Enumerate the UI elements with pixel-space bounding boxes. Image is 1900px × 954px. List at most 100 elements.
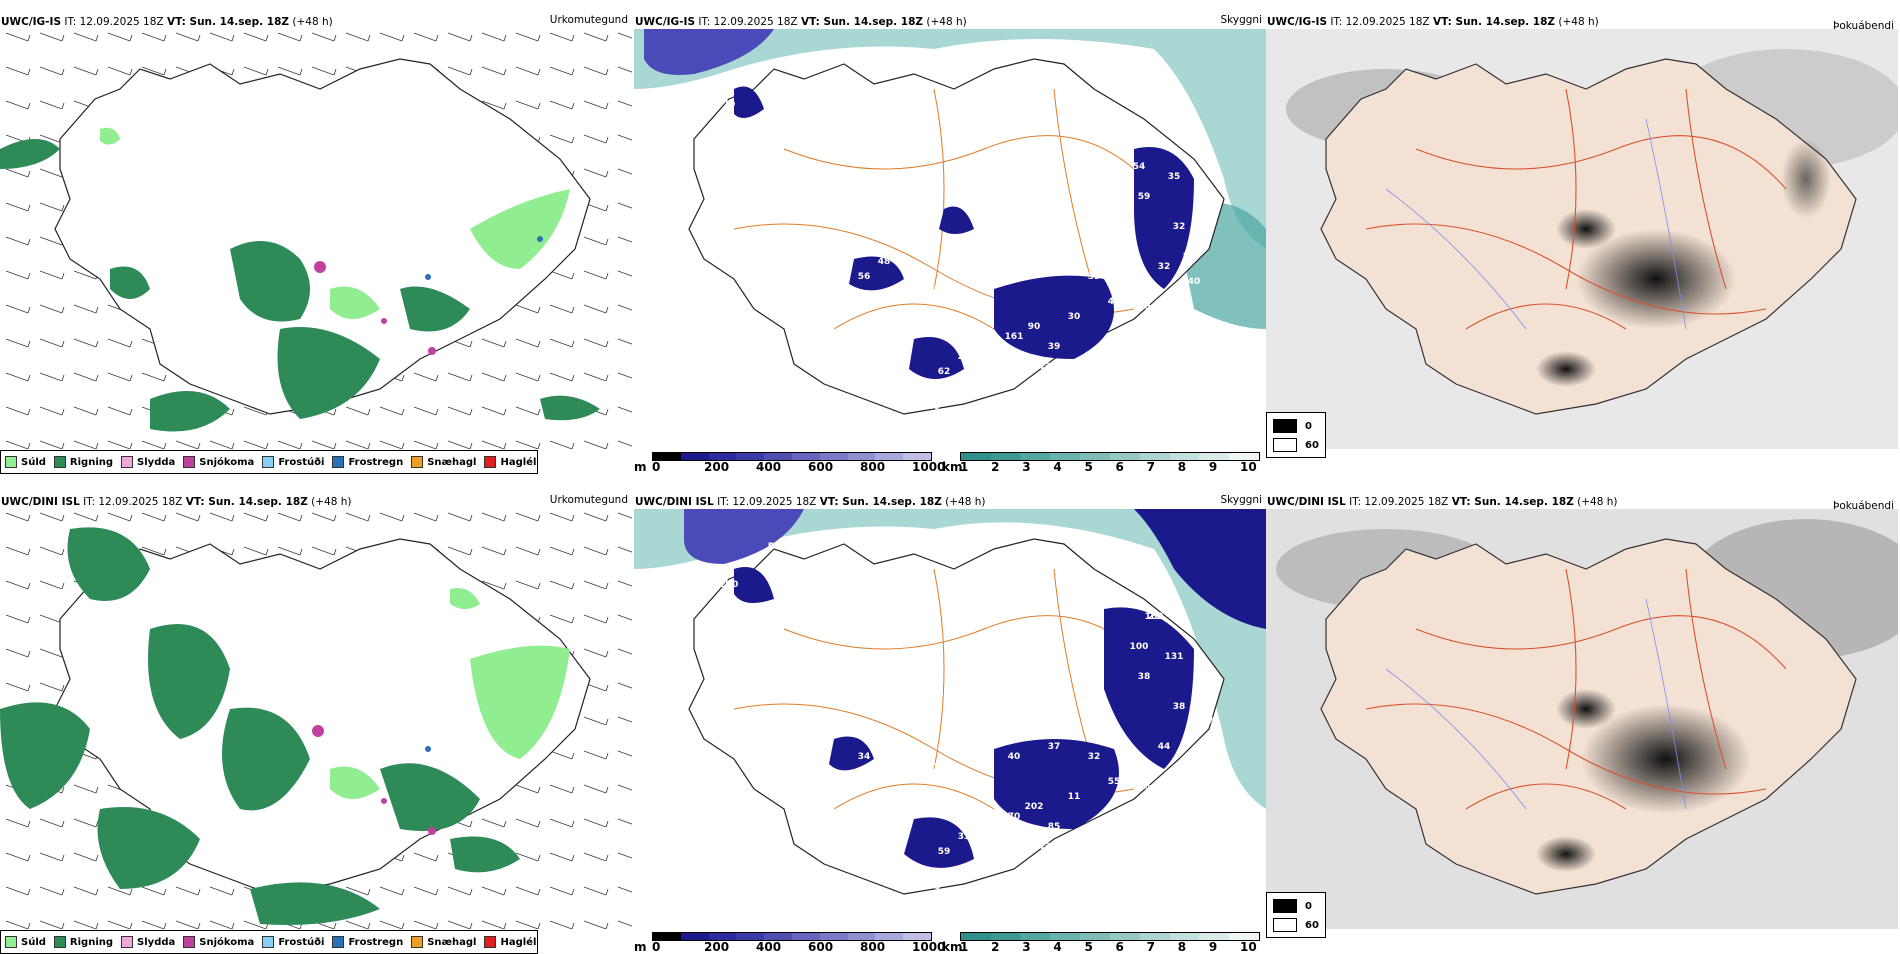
- colorbar-cell: [1229, 453, 1259, 460]
- cloud-base-value: 47: [1183, 732, 1196, 742]
- colorbar-tick-label: 200: [704, 940, 730, 954]
- legend-label: Snæhagl: [427, 456, 477, 468]
- colorbar-cell: [791, 933, 820, 940]
- legend-item: Frostúði: [262, 456, 324, 468]
- cloud-base-value: 32: [1173, 222, 1186, 232]
- legend-item: Frostúði: [262, 936, 324, 948]
- colorbar-tick-label: 1: [960, 460, 969, 474]
- fog-white-swatch: [1273, 438, 1297, 452]
- colorbar-cell: [764, 933, 792, 940]
- cloud-base-value: 50: [1133, 102, 1146, 112]
- colorbar-cell: [990, 933, 1021, 940]
- colorbar-cell: [1020, 933, 1051, 940]
- cloud-base-value: 54: [768, 542, 781, 552]
- colorbar-cell: [961, 453, 991, 460]
- low-cloud-areas: [734, 86, 1194, 379]
- fog-black-swatch: [1273, 419, 1297, 433]
- legend-swatch: [262, 936, 275, 948]
- colorbar-tick-label: 10: [1240, 940, 1257, 954]
- cloud-base-value: 43: [958, 242, 971, 252]
- cloud-base-value: 37: [1193, 202, 1206, 212]
- colorbar-unit: m: [634, 940, 647, 954]
- iceland-outline: [54, 58, 591, 415]
- legend-item: Slydda: [121, 936, 175, 948]
- colorbar-strip: [652, 932, 932, 941]
- colorbar-strip: [652, 452, 932, 461]
- colorbar-tick-label: 0: [652, 460, 661, 474]
- colorbar-tick-label: 2: [991, 940, 1000, 954]
- legend-label: Haglél: [500, 936, 537, 948]
- cloud-base-colorbar: m 0 200 400 600 800 1000: [634, 932, 945, 954]
- legend-swatch: [121, 936, 134, 948]
- cloud-base-value: 39: [928, 762, 941, 772]
- cloud-base-value: 59: [1138, 192, 1151, 202]
- cloud-base-value: 48: [878, 257, 891, 267]
- colorbar-cell: [1169, 453, 1200, 460]
- cloud-base-value: 30: [1068, 312, 1081, 322]
- panel-header: UWC/IG-IS IT: 12.09.2025 18Z VT: Sun. 14…: [635, 16, 967, 28]
- cloud-base-panel-2: UWC/DINI ISL IT: 12.09.2025 18Z VT: Sun.…: [634, 494, 1266, 954]
- colorbar-tick-label: 5: [1084, 940, 1093, 954]
- cloud-base-value: 58: [1183, 252, 1196, 262]
- legend-label: Frostregn: [348, 936, 404, 948]
- colorbar-cell: [819, 453, 848, 460]
- cloud-base-value: 73: [1018, 702, 1031, 712]
- cloud-base-value: 191: [1130, 582, 1149, 592]
- cloud-base-value: 33: [958, 832, 971, 842]
- cloud-base-value: 40: [1008, 752, 1021, 762]
- legend-item: Slydda: [121, 456, 175, 468]
- cloud-base-value: 90: [1028, 322, 1041, 332]
- legend-label: Súld: [21, 456, 46, 468]
- legend-item: Rigning: [53, 936, 113, 948]
- cloud-base-value: 80: [768, 542, 781, 552]
- legend-item: Haglél: [484, 936, 536, 948]
- cloud-base-value: 90: [1018, 222, 1031, 232]
- cloud-base-value: 50: [1138, 302, 1151, 312]
- cloud-base-value: 11: [1068, 792, 1081, 802]
- panel-header: UWC/DINI ISL IT: 12.09.2025 18Z VT: Sun.…: [1, 496, 352, 508]
- legend-label: Snæhagl: [427, 936, 477, 948]
- cloud-base-map-1: 56 70 53 50 57 54 59 35 37 32 37 56 48 74 43 01 90 45 86 35…: [634, 29, 1266, 449]
- colorbar-tick-label: 200: [704, 460, 730, 474]
- colorbar-cell: [1080, 453, 1110, 460]
- cloud-base-labels: 56 70 53 50 57 54 59 35 37 32 37 56 48 74 43 01 90 45 86 35…: [723, 62, 1211, 422]
- cloud-base-value: 40: [1108, 297, 1121, 307]
- cloud-base-value: 57: [1148, 132, 1161, 142]
- fog-map-1: [1266, 29, 1898, 449]
- colorbar-tick-label: 600: [808, 460, 834, 474]
- colorbar-strip: [960, 452, 1260, 461]
- legend-swatch: [332, 936, 345, 948]
- legend-swatch: [484, 456, 497, 468]
- legend-label: Haglél: [500, 456, 537, 468]
- cloud-base-value: 46: [1138, 782, 1151, 792]
- cloud-base-value: 37: [1198, 237, 1211, 247]
- fog-white-swatch: [1273, 918, 1297, 932]
- cloud-base-value: 59: [938, 847, 951, 857]
- colorbar-tick-label: 600: [808, 940, 834, 954]
- cloud-base-value: 56: [768, 62, 781, 72]
- legend-label: Frostúði: [278, 936, 325, 948]
- colorbar-cell: [875, 933, 904, 940]
- colorbar-cell: [1050, 453, 1081, 460]
- colorbar-cell: [653, 933, 681, 940]
- colorbar-tick-label: 8: [1177, 940, 1187, 954]
- legend-swatch: [53, 936, 66, 948]
- legend-swatch: [411, 456, 424, 468]
- legend-swatch: [411, 936, 424, 948]
- cloud-base-value: 127: [1195, 717, 1214, 727]
- visibility-colorbar: km 1 2 3 4 5 6 7 8 9 10: [942, 932, 1262, 954]
- cloud-base-colorbar: m 0 200 400 600 800 1000: [634, 452, 945, 474]
- cloud-base-value: 70: [723, 100, 736, 110]
- cloud-base-value: 45: [1048, 262, 1061, 272]
- colorbar-cell: [653, 453, 681, 460]
- panel-title: Úrkomutegund: [549, 494, 628, 506]
- colorbar-tick-label: 7: [1146, 460, 1156, 474]
- legend-label: Súld: [21, 936, 46, 948]
- fog-white-label: 60: [1305, 439, 1319, 451]
- cloud-base-value: 40: [1188, 277, 1201, 287]
- colorbar-tick-label: 1000: [912, 940, 946, 954]
- cloud-base-value: 48: [1173, 292, 1186, 302]
- legend-item: Snjókoma: [183, 936, 254, 948]
- snow-areas: [312, 725, 436, 835]
- cloud-base-value: 35: [1168, 172, 1181, 182]
